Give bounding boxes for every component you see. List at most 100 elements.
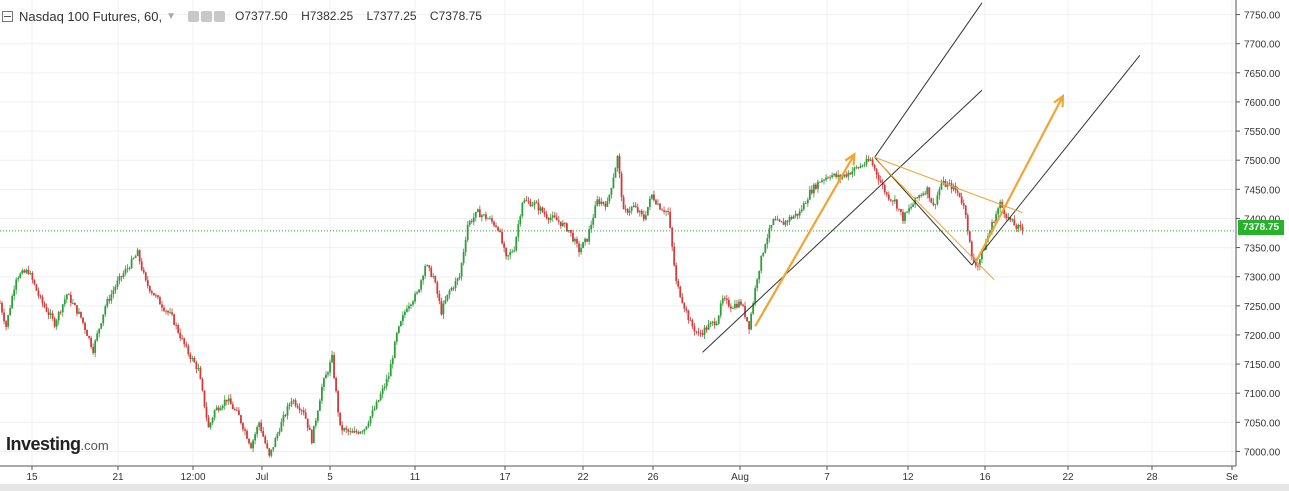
candle-body	[412, 301, 414, 305]
candle-body	[349, 431, 352, 433]
chevron-down-icon[interactable]: ▼	[166, 10, 176, 22]
x-tick-label: 12	[902, 472, 914, 483]
wedge-upper-line	[874, 156, 1023, 214]
candle-body	[254, 434, 256, 441]
candle-body	[314, 420, 317, 426]
candle-body	[76, 305, 78, 314]
candle-body	[902, 211, 904, 222]
candle-body	[138, 250, 141, 262]
candle-body	[851, 171, 854, 175]
instrument-title[interactable]: Nasdaq 100 Futures, 60,	[19, 8, 163, 24]
candle-body	[223, 399, 226, 406]
candle-body	[470, 221, 473, 222]
candle-body	[310, 429, 313, 444]
y-tick-label: 7100.00	[1244, 389, 1281, 400]
candle-body	[559, 221, 562, 227]
candle-body	[786, 220, 789, 222]
candle-body	[290, 401, 293, 405]
candle-body	[766, 238, 769, 245]
low-label: L	[366, 9, 374, 23]
candle-body	[365, 426, 368, 430]
candle-body	[136, 250, 139, 257]
candle-body	[709, 322, 712, 325]
candle-body	[1019, 225, 1022, 227]
y-tick-label: 7150.00	[1244, 360, 1281, 371]
candle-body	[537, 203, 540, 211]
candle-body	[541, 207, 544, 212]
candle-body	[15, 279, 18, 290]
candle-body	[371, 410, 374, 417]
channel-line	[702, 89, 983, 353]
candle-body	[974, 261, 977, 266]
candle-body	[80, 311, 82, 318]
candle-body	[292, 400, 295, 402]
trend-arrow-2	[974, 95, 1064, 263]
candle-body	[505, 247, 508, 257]
candle-body	[284, 415, 287, 416]
candle-body	[325, 374, 327, 379]
candle-body	[760, 255, 763, 271]
open-value: 7377.50	[244, 9, 288, 23]
candle-body	[517, 224, 520, 237]
candle-body	[521, 202, 524, 217]
candle-body	[167, 311, 169, 313]
candle-body	[634, 205, 637, 208]
y-tick-label: 7450.00	[1244, 185, 1281, 196]
candle-body	[474, 211, 477, 218]
candle-body	[41, 296, 44, 304]
candle-body	[304, 412, 307, 419]
candle-body	[887, 194, 890, 200]
candle-body	[932, 202, 935, 205]
candle-body	[812, 184, 815, 194]
candle-body	[734, 303, 736, 308]
bottom-toolbar[interactable]	[0, 484, 1289, 491]
candle-body	[529, 201, 532, 207]
candle-body	[1013, 219, 1016, 226]
settings-icon[interactable]	[188, 10, 199, 22]
candle-body	[885, 192, 888, 195]
candle-body	[501, 231, 503, 244]
candle-body	[312, 425, 315, 444]
candle-body	[857, 167, 860, 169]
candle-body	[855, 167, 858, 169]
candle-body	[778, 219, 781, 222]
candle-body	[831, 175, 834, 178]
collapse-icon[interactable]	[2, 10, 13, 22]
candle-body	[958, 192, 961, 197]
candle-body	[667, 211, 670, 212]
candle-body	[321, 386, 323, 401]
candle-body	[912, 204, 914, 207]
eye-icon[interactable]	[201, 10, 212, 22]
x-tick-label: 7	[824, 472, 830, 483]
candle-body	[952, 186, 955, 190]
x-tick-label: 12:00	[180, 472, 205, 483]
candle-body	[318, 400, 321, 411]
x-tick-label: Aug	[731, 472, 749, 483]
candle-body	[620, 173, 623, 197]
candle-body	[976, 265, 979, 267]
candle-body	[134, 256, 137, 258]
close-icon[interactable]	[214, 10, 225, 22]
candle-body	[865, 159, 868, 165]
candle-body	[515, 236, 518, 251]
candle-body	[547, 218, 550, 220]
candle-body	[590, 224, 593, 230]
candle-body	[369, 416, 372, 424]
candle-body	[438, 294, 441, 302]
candle-body	[507, 255, 510, 257]
candle-body	[673, 246, 676, 266]
candle-body	[197, 368, 200, 369]
candle-body	[725, 298, 728, 300]
candle-body	[683, 303, 686, 309]
y-tick-label: 7400.00	[1244, 214, 1281, 225]
channel-line	[874, 2, 983, 158]
candle-body	[118, 276, 121, 281]
candle-body	[67, 294, 70, 296]
candle-body	[258, 422, 261, 427]
candle-body	[235, 409, 238, 411]
candle-body	[401, 315, 404, 322]
candle-body	[294, 400, 297, 406]
x-tick-label: 28	[1146, 472, 1158, 483]
candle-body	[399, 321, 402, 327]
